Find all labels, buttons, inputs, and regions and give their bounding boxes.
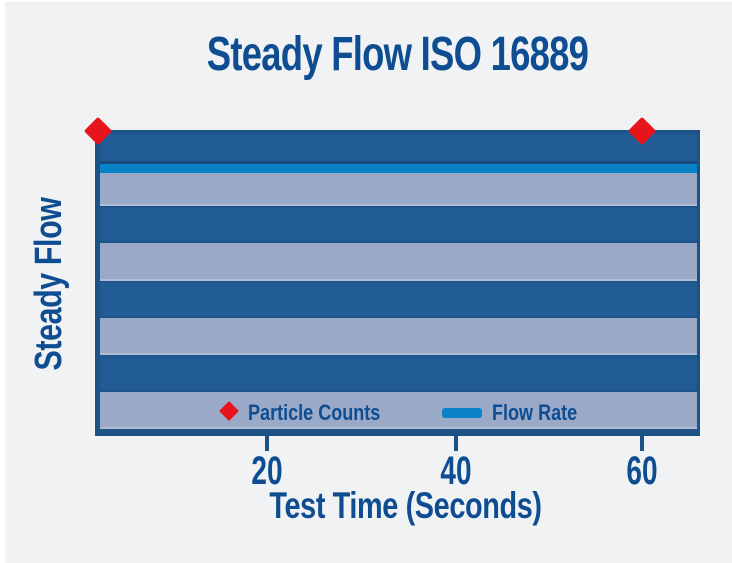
stripe-light-2 [100, 243, 697, 281]
stripe-dark-4 [100, 354, 697, 392]
stripe-light-3 [100, 317, 697, 355]
stripe-light-1 [100, 169, 697, 207]
x-tick-label-60: 60 [626, 449, 658, 493]
striped-plot-background [100, 132, 697, 429]
legend-particle-diamond-icon [219, 401, 239, 421]
x-tick-label-40: 40 [440, 449, 472, 493]
y-axis-label: Steady Flow [28, 197, 70, 371]
legend-particle-counts-label: Particle Counts [248, 400, 381, 425]
legend: Particle Counts Flow Rate [95, 393, 700, 430]
x-tick-60 [640, 436, 644, 451]
x-tick-label-20: 20 [251, 449, 283, 493]
legend-flow-rate-label: Flow Rate [492, 400, 578, 425]
steady-flow-chart: Steady Flow ISO 16889 Steady Flow Partic… [5, 2, 732, 563]
x-tick-40 [454, 436, 458, 451]
stripe-dark-3 [100, 280, 697, 318]
chart-title: Steady Flow ISO 16889 [206, 28, 589, 81]
flow-rate-line [100, 161, 697, 173]
legend-flow-rate-line-icon [442, 408, 482, 418]
stripe-dark-2 [100, 206, 697, 244]
stripe-light-4 [100, 391, 697, 429]
x-axis-label: Test Time (Seconds) [269, 485, 542, 526]
x-tick-20 [265, 436, 269, 451]
plot-area [95, 130, 700, 436]
